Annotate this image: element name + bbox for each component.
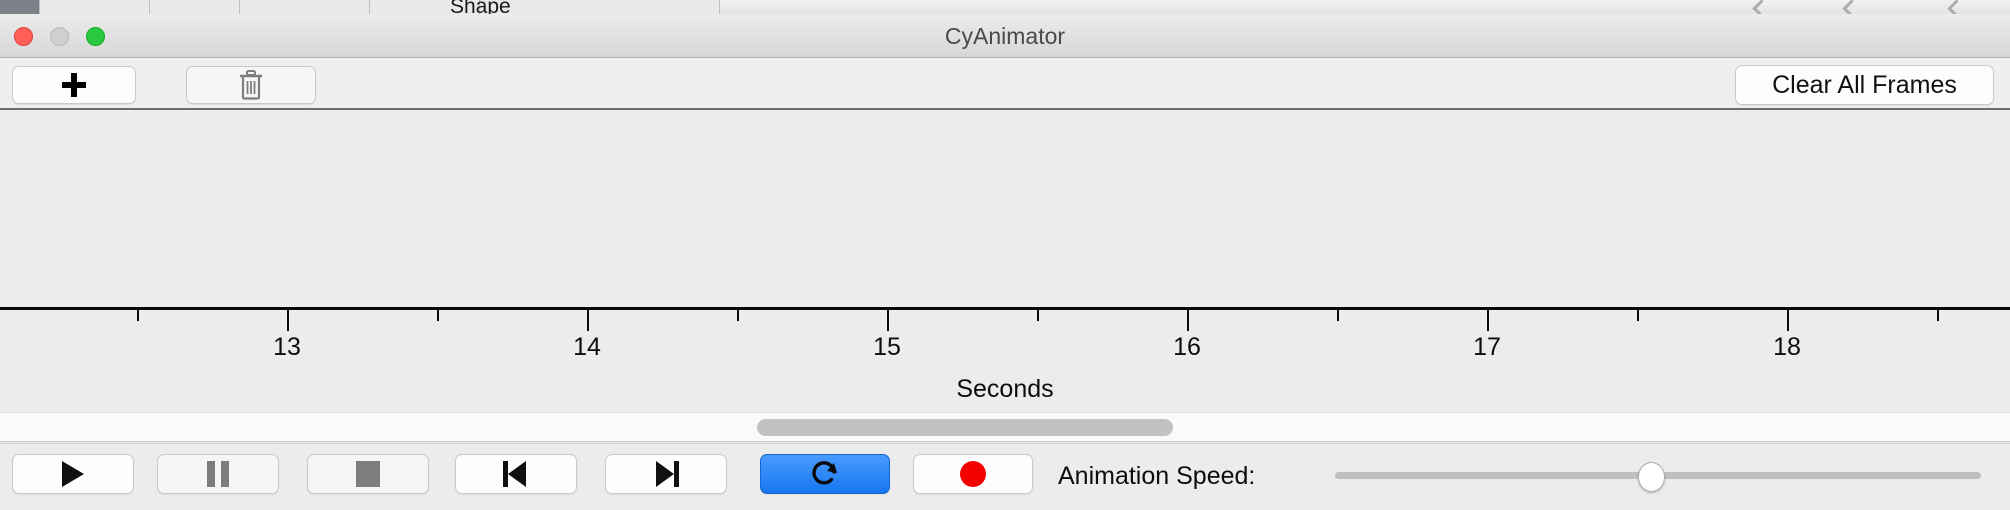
minimize-button[interactable] (50, 27, 69, 46)
close-button[interactable] (14, 27, 33, 46)
axis-tick-major (887, 310, 889, 331)
loop-icon (812, 461, 837, 485)
trash-icon (240, 70, 262, 100)
clear-all-frames-button[interactable]: Clear All Frames (1735, 65, 1994, 105)
axis-tick-label: 15 (873, 333, 901, 361)
toolbar: Clear All Frames (0, 58, 2010, 110)
skip-back-icon (503, 461, 529, 487)
bg-window-label: Shape (450, 0, 511, 14)
playback-toolbar: Animation Speed: (0, 443, 2010, 510)
play-icon (62, 461, 84, 487)
bg-fragment (240, 0, 370, 14)
axis-tick-label: 14 (573, 333, 601, 361)
axis-tick-minor (737, 310, 739, 321)
chevron-icon (1947, 0, 1966, 14)
skip-forward-icon (653, 461, 679, 487)
axis-line (0, 307, 2010, 310)
axis-tick-minor (1037, 310, 1039, 321)
timeline-scrollbar[interactable] (0, 412, 2010, 442)
record-button[interactable] (913, 454, 1033, 494)
chevron-icon (1842, 0, 1861, 14)
title-bar: CyAnimator (0, 14, 2010, 58)
animation-speed-slider-knob[interactable] (1638, 462, 1665, 492)
next-button[interactable] (605, 454, 727, 494)
animation-speed-label: Animation Speed: (1058, 462, 1256, 490)
bg-fragment (40, 0, 150, 14)
axis-title: Seconds (956, 375, 1054, 403)
background-windows-strip: Shape (0, 0, 2010, 14)
axis-tick-major (587, 310, 589, 331)
record-icon (960, 461, 986, 487)
plus-icon (62, 73, 86, 97)
axis-tick-major (1487, 310, 1489, 331)
axis-tick-minor (1937, 310, 1939, 321)
chevron-icon (1752, 0, 1771, 14)
axis-tick-major (1187, 310, 1189, 331)
add-frame-button[interactable] (12, 66, 136, 104)
previous-button[interactable] (455, 454, 577, 494)
axis-tick-label: 17 (1473, 333, 1501, 361)
axis-tick-label: 12 (0, 333, 1, 362)
pause-button (157, 454, 279, 494)
axis-tick-minor (437, 310, 439, 321)
time-axis: 12 13 14 15 16 17 18 Seconds (0, 307, 2010, 412)
bg-fragment (370, 0, 480, 14)
axis-tick-major (287, 310, 289, 331)
axis-tick-minor (1637, 310, 1639, 321)
bg-fragment (0, 0, 40, 14)
window-title: CyAnimator (944, 23, 1066, 49)
axis-tick-minor (137, 310, 139, 321)
axis-tick-major (1787, 310, 1789, 331)
pause-icon (207, 461, 229, 487)
maximize-button[interactable] (86, 27, 105, 46)
axis-tick-label: 18 (1773, 333, 1801, 361)
stop-button (307, 454, 429, 494)
stop-icon (356, 461, 380, 487)
bg-fragment (480, 0, 720, 14)
scrollbar-thumb[interactable] (757, 419, 1173, 436)
play-button[interactable] (12, 454, 134, 494)
bg-fragment (150, 0, 240, 14)
axis-tick-label: 13 (273, 333, 301, 361)
axis-tick-minor (1337, 310, 1339, 321)
axis-tick-label: 16 (1173, 333, 1201, 361)
loop-button[interactable] (760, 454, 890, 494)
delete-frame-button[interactable] (186, 66, 316, 104)
